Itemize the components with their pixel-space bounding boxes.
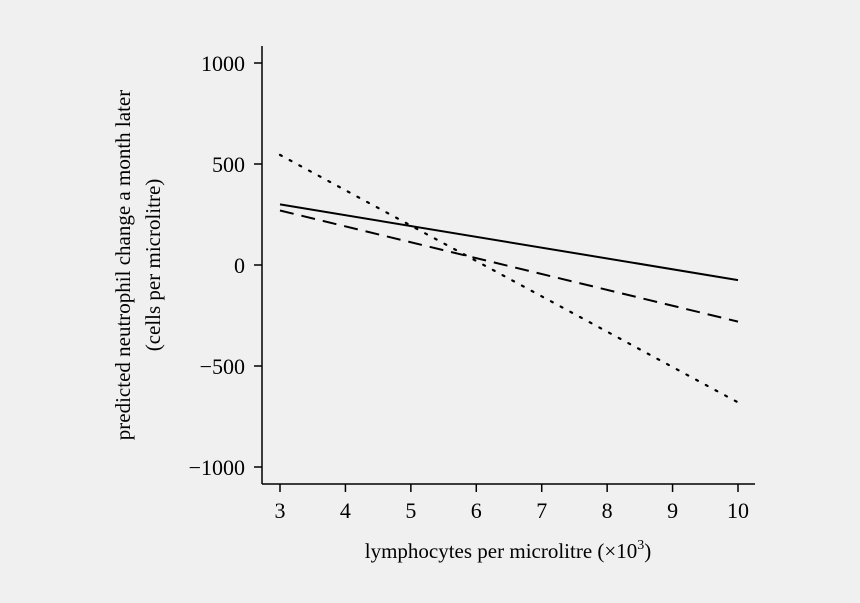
x-tick-label: 9 [667, 498, 678, 523]
y-tick-label: 0 [234, 253, 245, 278]
x-tick-label: 3 [275, 498, 286, 523]
x-tick-label: 10 [727, 498, 749, 523]
y-tick-label: 1000 [201, 51, 245, 76]
x-tick-label: 4 [340, 498, 351, 523]
series-line-solid [279, 203, 739, 282]
x-axis: 3 4 5 6 7 8 9 10 [262, 483, 755, 523]
x-axis-title: lymphocytes per microlitre (×103) [365, 538, 652, 563]
y-axis: 1000 500 0 −500 −1000 [189, 46, 263, 484]
x-axis-title-main: lymphocytes per microlitre (×10 [365, 539, 638, 563]
series-line-dashed [279, 209, 739, 323]
x-axis-title-close: ) [644, 539, 651, 563]
x-tick-label: 8 [602, 498, 613, 523]
x-tick-label: 6 [471, 498, 482, 523]
y-axis-title-line2: (cells per microlitre) [141, 179, 165, 352]
plot-lines [278, 153, 740, 404]
y-tick-label: 500 [212, 152, 245, 177]
x-tick-label: 5 [405, 498, 416, 523]
y-tick-label: −1000 [189, 455, 245, 480]
x-tick-label: 7 [536, 498, 547, 523]
y-tick-label: −500 [200, 354, 245, 379]
x-axis-title-superscript: 3 [637, 538, 644, 553]
y-axis-title-line1: predicted neutrophil change a month late… [111, 90, 135, 440]
